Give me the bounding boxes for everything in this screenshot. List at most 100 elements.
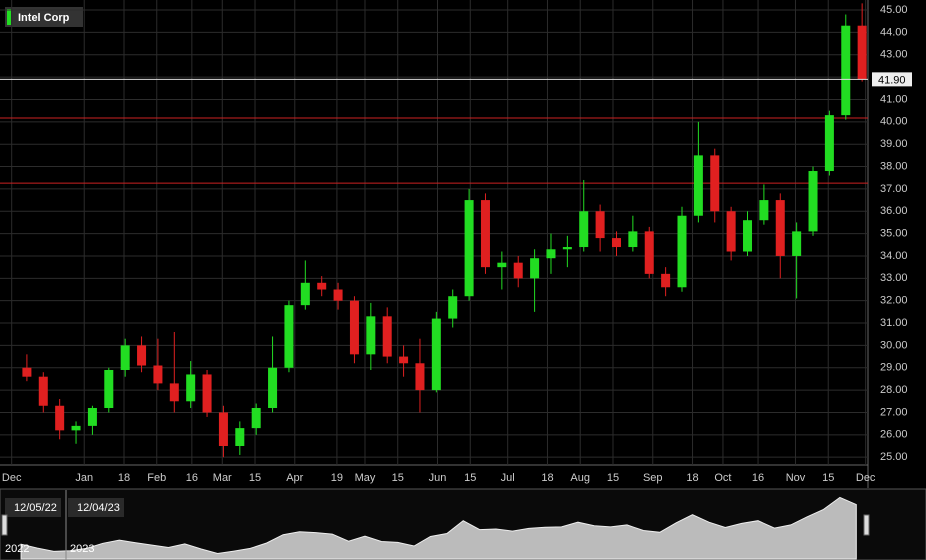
y-tick-label: 37.00 — [880, 183, 908, 195]
navigator-date: 12/04/23 — [77, 502, 120, 514]
candle-body — [186, 374, 196, 402]
navigator-date-box — [5, 498, 61, 517]
candle-body — [448, 296, 458, 319]
y-tick-label: 30.00 — [880, 339, 908, 351]
candle-body — [268, 367, 278, 408]
candle-body — [202, 374, 212, 413]
candle-body — [71, 425, 81, 431]
x-tick-label: Sep — [643, 472, 663, 484]
candle-body — [366, 316, 376, 355]
y-tick-label: 26.00 — [880, 429, 908, 441]
candle-body — [317, 282, 327, 290]
x-tick-label: Dec — [2, 472, 22, 484]
candle-body — [251, 407, 261, 429]
candle-body — [775, 200, 785, 256]
candle-body — [169, 383, 179, 402]
candle-body — [349, 300, 359, 355]
navigator-handle[interactable] — [863, 514, 870, 536]
x-tick-label: May — [355, 472, 376, 484]
candle-body — [546, 249, 556, 259]
candle-body — [693, 155, 703, 216]
x-tick-label: Dec — [856, 472, 876, 484]
candle-body — [55, 405, 65, 431]
x-tick-label: 15 — [607, 472, 619, 484]
y-tick-label: 32.00 — [880, 295, 908, 307]
candle-body — [497, 262, 507, 268]
x-tick-label: 15 — [392, 472, 404, 484]
y-tick-label: 40.00 — [880, 116, 908, 128]
candle-body — [104, 369, 114, 408]
candle-body — [628, 231, 638, 248]
y-tick-label: 25.00 — [880, 451, 908, 463]
y-tick-label: 45.00 — [880, 4, 908, 16]
y-tick-label: 28.00 — [880, 384, 908, 396]
y-tick-label: 39.00 — [880, 138, 908, 150]
candle-body — [382, 316, 392, 357]
navigator-date: 12/05/22 — [14, 502, 57, 514]
y-tick-label: 29.00 — [880, 362, 908, 374]
y-tick-label: 38.00 — [880, 160, 908, 172]
candle-body — [464, 200, 474, 297]
y-tick-label: 27.00 — [880, 406, 908, 418]
candle-body — [87, 407, 97, 426]
candle-body — [530, 258, 540, 279]
candle-body — [726, 211, 736, 252]
candle-body — [759, 200, 769, 221]
navigator-area — [20, 496, 857, 560]
candle-body — [513, 262, 523, 279]
candle-body — [562, 247, 572, 250]
candle-body — [808, 171, 818, 232]
candle-body — [431, 318, 441, 391]
x-tick-label: 18 — [686, 472, 698, 484]
candle-body — [644, 231, 654, 274]
legend-label: Intel Corp — [18, 12, 70, 24]
y-tick-label: 44.00 — [880, 26, 908, 38]
candle-body — [710, 155, 720, 212]
x-tick-label: 15 — [822, 472, 834, 484]
candle-body — [595, 211, 605, 239]
candle-body — [661, 273, 671, 288]
last-price-label: 41.90 — [878, 74, 906, 86]
legend-swatch — [7, 9, 11, 25]
candle-body — [22, 367, 32, 377]
x-tick-label: 18 — [541, 472, 553, 484]
x-tick-label: 18 — [118, 472, 130, 484]
x-tick-label: Aug — [570, 472, 590, 484]
y-tick-label: 33.00 — [880, 272, 908, 284]
x-tick-label: Jan — [75, 472, 93, 484]
x-tick-label: 16 — [186, 472, 198, 484]
candle-body — [579, 211, 589, 248]
candle-body — [415, 363, 425, 391]
candle-body — [38, 376, 48, 406]
candle-body — [480, 200, 490, 268]
x-tick-label: 19 — [331, 472, 343, 484]
candle-body — [120, 345, 130, 370]
candle-body — [677, 215, 687, 288]
candle-body — [399, 356, 409, 364]
grid — [0, 0, 868, 465]
legend — [5, 7, 83, 27]
navigator-handle[interactable] — [1, 514, 8, 536]
navigator-year: 2022 — [5, 543, 29, 555]
x-tick-label: Jul — [501, 472, 515, 484]
y-tick-label: 34.00 — [880, 250, 908, 262]
x-tick-label: Nov — [786, 472, 806, 484]
candle-body — [824, 115, 834, 172]
candle-body — [743, 220, 753, 252]
x-tick-label: Oct — [714, 472, 731, 484]
x-tick-label: Mar — [213, 472, 232, 484]
candle-body — [792, 231, 802, 256]
x-tick-label: 16 — [752, 472, 764, 484]
x-tick-label: 15 — [249, 472, 261, 484]
candle-body — [284, 305, 294, 368]
x-tick-label: Feb — [147, 472, 166, 484]
candle-body — [333, 289, 343, 301]
y-tick-label: 36.00 — [880, 205, 908, 217]
candle-body — [235, 428, 245, 446]
y-tick-label: 43.00 — [880, 49, 908, 61]
candle-body — [153, 365, 163, 384]
candle-body — [300, 282, 310, 306]
x-tick-label: Jun — [429, 472, 447, 484]
